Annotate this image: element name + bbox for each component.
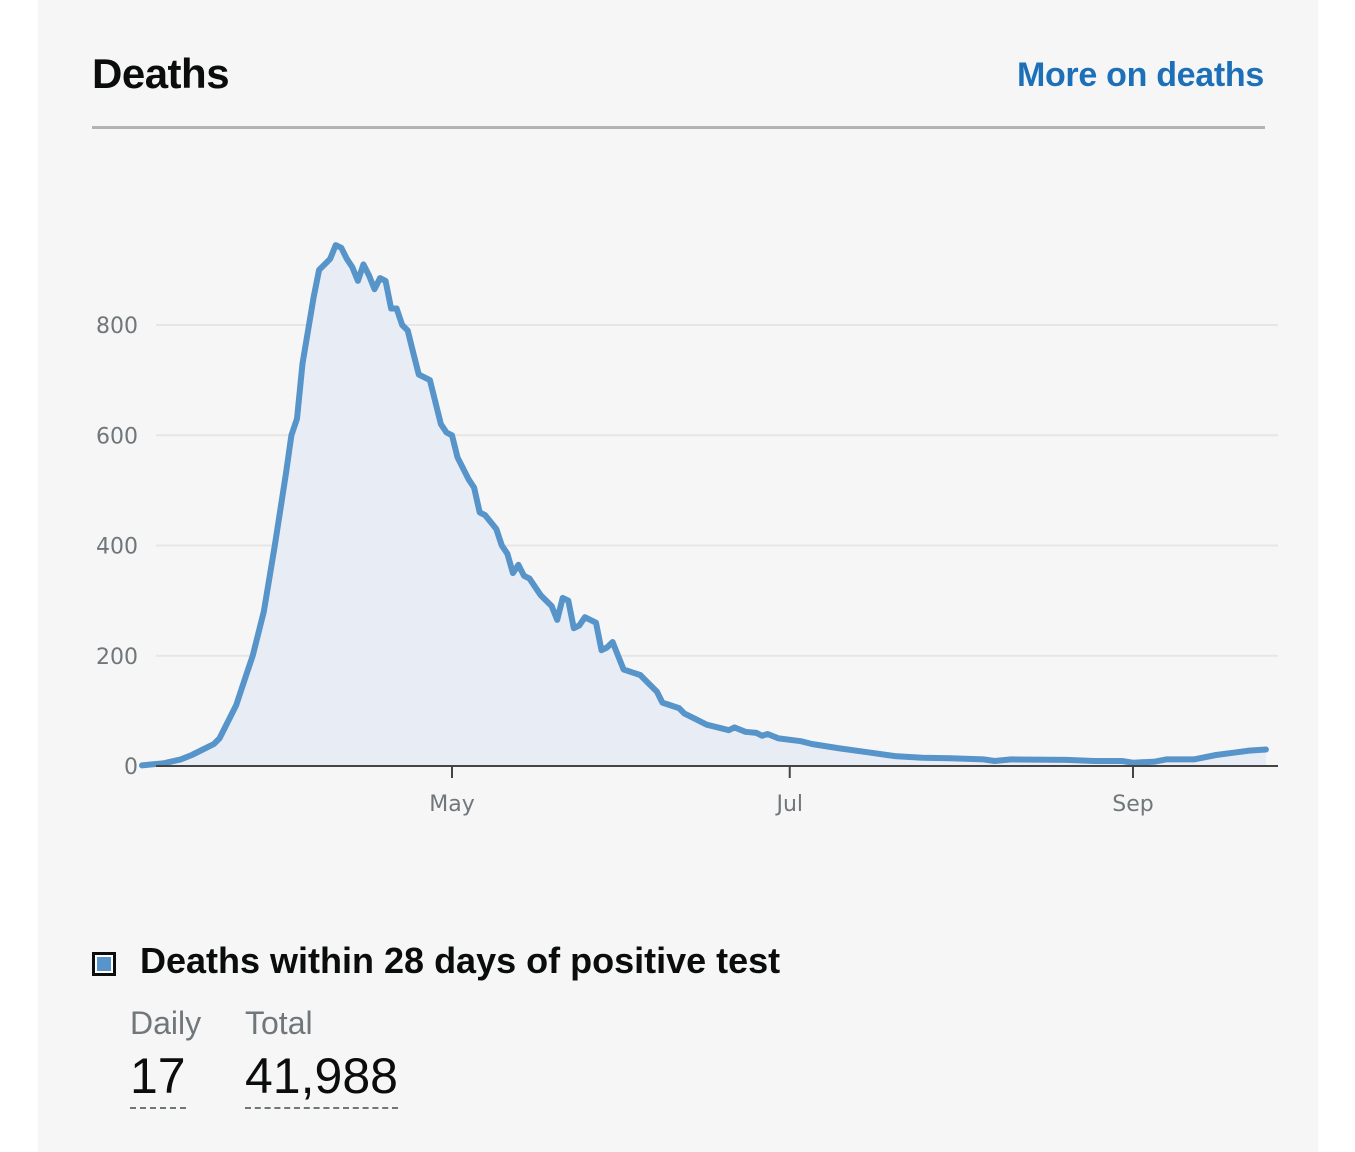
- y-tick-label: 600: [96, 424, 138, 449]
- deaths-card: Deaths More on deaths 0 200 400 600 800 May J…: [38, 0, 1318, 1152]
- total-label: Total: [245, 1005, 313, 1041]
- daily-label: Daily: [130, 1005, 202, 1041]
- x-tick-label: May: [429, 792, 474, 817]
- series-line: [139, 242, 1269, 769]
- legend-swatch: [92, 952, 116, 976]
- y-tick-label: 200: [96, 645, 138, 670]
- x-tick-label: Sep: [1112, 792, 1153, 817]
- y-tick-label: 400: [96, 535, 138, 560]
- card-header: Deaths More on deaths: [92, 46, 1264, 106]
- more-on-deaths-link[interactable]: More on deaths: [1016, 56, 1264, 94]
- legend-label: Deaths within 28 days of positive test: [140, 940, 781, 981]
- total-stat: Total 41,988: [245, 1003, 398, 1109]
- series-area: [142, 245, 1266, 767]
- daily-stat: Daily 17: [130, 1003, 201, 1109]
- y-tick-label: 0: [124, 755, 138, 780]
- deaths-chart: 0 200 400 600 800 May Jul Sep: [96, 242, 1278, 817]
- x-tick-label: Jul: [774, 792, 803, 817]
- x-axis-ticks: May Jul Sep: [429, 766, 1154, 817]
- daily-value[interactable]: 17: [130, 1047, 186, 1109]
- y-axis-ticks: 0 200 400 600 800: [96, 314, 138, 780]
- y-tick-label: 800: [96, 314, 138, 339]
- header-divider: [92, 126, 1265, 129]
- card-title: Deaths: [92, 50, 230, 97]
- total-value[interactable]: 41,988: [245, 1047, 398, 1109]
